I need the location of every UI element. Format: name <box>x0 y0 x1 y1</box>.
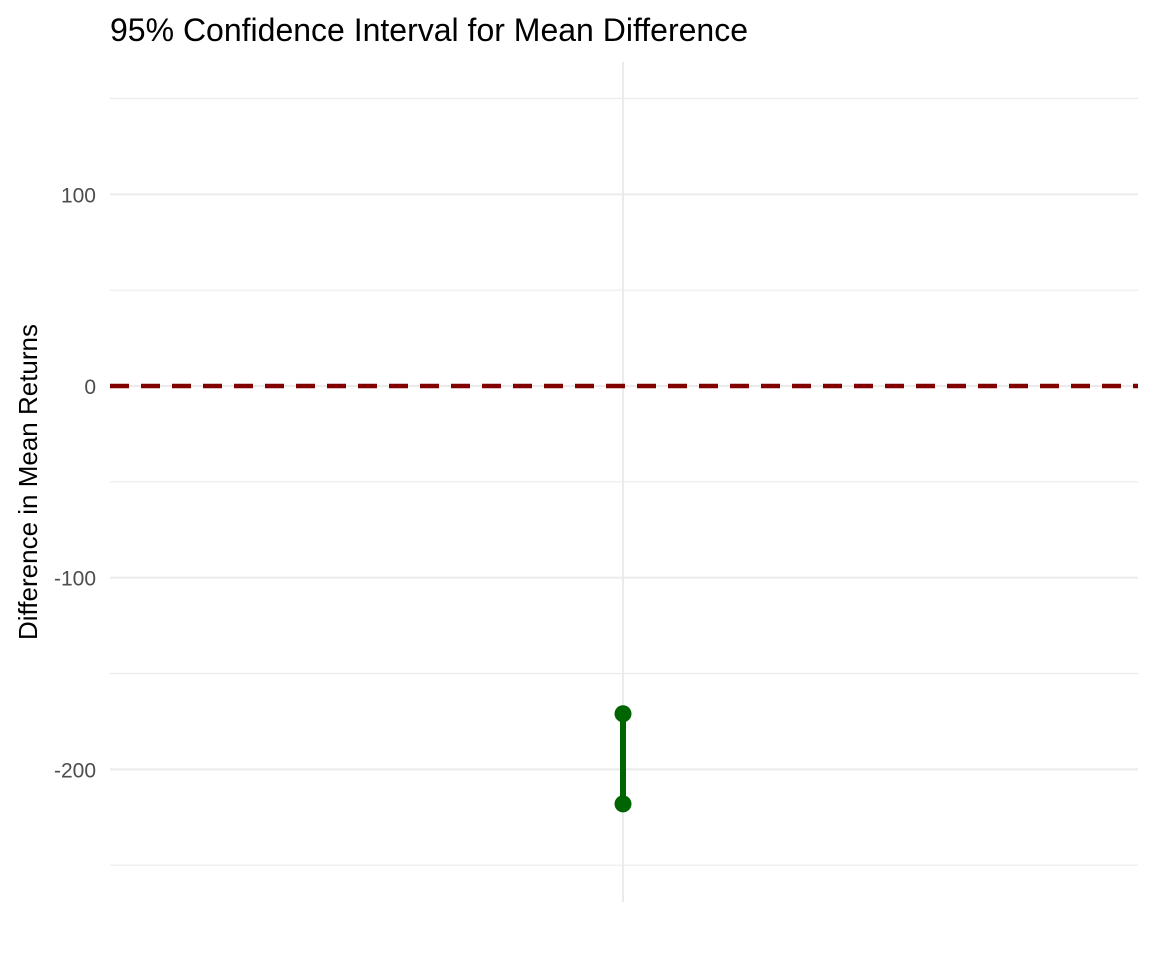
y-tick-label: 0 <box>84 376 96 399</box>
y-axis-label: Difference in Mean Returns <box>13 324 43 640</box>
y-tick-label: 100 <box>61 184 96 207</box>
ci-upper-point <box>614 705 632 723</box>
chart-title: 95% Confidence Interval for Mean Differe… <box>110 12 748 48</box>
ci-lower-point <box>614 795 632 813</box>
y-tick-label: -100 <box>54 568 96 591</box>
y-tick-label: -200 <box>54 759 96 782</box>
tick-labels: -200 -100 0 100 <box>54 184 96 782</box>
